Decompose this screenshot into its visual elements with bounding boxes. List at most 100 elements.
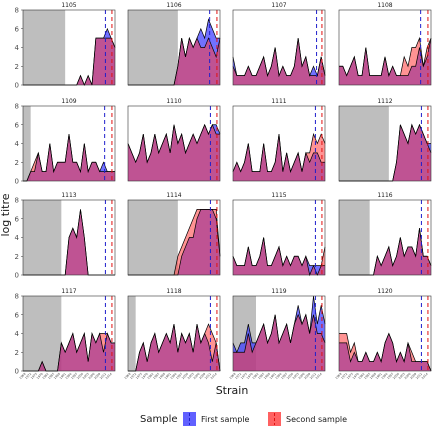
x-tick-label: 1985 [257, 372, 265, 380]
second-sample-area [339, 228, 431, 275]
y-tick-label: 2 [15, 159, 19, 167]
second-sample-line [232, 38, 326, 77]
strip-background [23, 0, 115, 10]
x-tick-label: 1968 [228, 372, 236, 380]
x-tick-label: 1994 [380, 372, 388, 380]
legend-items: First sample Second sample [183, 412, 347, 426]
panel-title: 1114 [166, 192, 181, 199]
panel-border [338, 105, 432, 182]
y-tick-label: 6 [15, 311, 20, 319]
panel-1107: 1107 [232, 0, 326, 86]
x-tick-label: 1988 [158, 372, 166, 380]
strip-background [128, 96, 220, 106]
panel-1110: 1110 [127, 96, 221, 182]
panel-title: 1105 [61, 2, 76, 9]
x-tick-label: 2012 [99, 372, 107, 380]
x-tick-label: 1972 [234, 372, 242, 380]
x-tick-label: 1985 [363, 372, 371, 380]
strip-background [23, 190, 115, 200]
grey-band [23, 296, 62, 371]
panel-border [127, 295, 221, 372]
y-tick-label: 2 [15, 63, 19, 71]
x-tick-label: 1991 [269, 372, 277, 380]
y-tick-label: 4 [15, 44, 20, 52]
x-tick-label: 2009 [198, 372, 206, 380]
x-tick-label: 2012 [204, 372, 212, 380]
panel-border [338, 9, 432, 86]
x-tick-label: 1997 [175, 372, 183, 380]
x-tick-label: 1991 [59, 372, 67, 380]
y-tick-label: 0 [15, 272, 19, 280]
grey-band [128, 200, 178, 275]
x-tick-label: 1982 [146, 372, 154, 380]
panel-title: 1119 [271, 288, 286, 295]
panel-title: 1116 [377, 192, 392, 199]
strip-background [128, 190, 220, 200]
x-tick-label: 1975 [346, 372, 354, 380]
panel-1112: 1112 [338, 96, 432, 182]
strip-background [233, 190, 325, 200]
second-sample-line [233, 313, 326, 354]
x-tick-label: 1972 [129, 372, 137, 380]
y-tick-label: 4 [15, 140, 20, 148]
y-tick-label: 6 [15, 215, 20, 223]
x-tick-label: 1985 [152, 372, 160, 380]
x-tick-label: 1988 [369, 372, 377, 380]
panel-title: 1107 [271, 2, 286, 9]
x-tick-label: 1982 [357, 372, 365, 380]
x-axis-title: Strain [216, 384, 249, 397]
strip-background [339, 190, 431, 200]
second-sample-area [128, 38, 220, 85]
panel-1119: 1119 196819721975197919821985198819911994… [228, 286, 326, 380]
panel-1117: 1117024681968197219751979198219851988199… [15, 286, 116, 380]
panel-border [127, 105, 221, 182]
strip-background [339, 286, 431, 296]
x-tick-label: 1975 [30, 372, 38, 380]
x-tick-label: 2000 [181, 372, 189, 380]
panel-title: 1118 [166, 288, 181, 295]
second-sample-area [339, 124, 431, 181]
panel-border [127, 9, 221, 86]
x-tick-label: 1991 [375, 372, 383, 380]
second-sample-area [128, 324, 220, 371]
y-tick-label: 0 [15, 178, 19, 186]
x-tick-label: 1975 [240, 372, 248, 380]
x-tick-label: 1997 [70, 372, 78, 380]
panel-title: 1110 [166, 98, 181, 105]
panel-title: 1120 [377, 288, 392, 295]
x-tick-label: 2000 [76, 372, 84, 380]
second-sample-line [23, 134, 115, 182]
x-tick-label: 1972 [340, 372, 348, 380]
y-tick-label: 6 [15, 25, 20, 33]
panel-title: 1109 [61, 98, 76, 105]
x-tick-label: 2014 [315, 372, 323, 380]
panel-title: 1115 [271, 192, 286, 199]
panel-1109: 1109 0 2 4 6 8 [15, 96, 116, 186]
x-tick-label: 1988 [263, 372, 271, 380]
panel-border [232, 199, 326, 276]
strip-background [339, 96, 431, 106]
legend: Sample First sample Second sample [140, 412, 347, 426]
y-axis-title: log titre [0, 193, 12, 236]
x-tick-label: 1972 [24, 372, 32, 380]
strip-background [233, 0, 325, 10]
y-tick-label: 0 [15, 82, 19, 90]
panel-1116: 1116 [338, 190, 432, 276]
x-tick-label: 2006 [403, 372, 411, 380]
x-tick-label: 1979 [141, 372, 149, 380]
x-tick-label: 2009 [409, 372, 417, 380]
x-tick-label: 2009 [303, 372, 311, 380]
y-tick-label: 8 [15, 197, 19, 205]
second-sample-line [232, 132, 326, 173]
second-sample-area [128, 209, 220, 275]
legend-entry: Second sample [268, 412, 347, 426]
grey-band [339, 200, 370, 275]
strip-background [233, 286, 325, 296]
second-sample-line [127, 123, 220, 164]
panel-1115: 1115 [232, 190, 326, 277]
panel-1120: 1120 196819721975197919821985198819911994… [334, 286, 432, 380]
strip-background [23, 96, 115, 106]
legend-label: First sample [201, 415, 250, 424]
second-sample-line [339, 36, 432, 77]
x-tick-label: 2014 [210, 372, 218, 380]
